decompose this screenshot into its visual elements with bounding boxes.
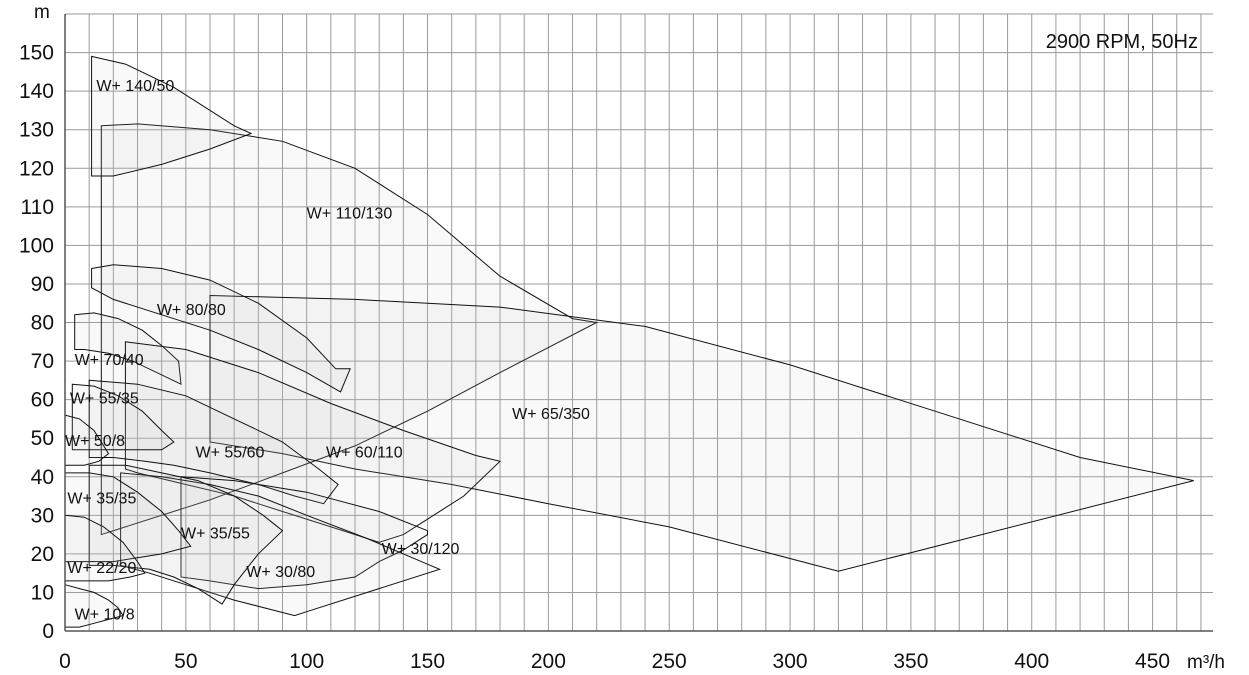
region-label-w-50-8: W+ 50/8 xyxy=(65,433,125,450)
y-tick-90: 90 xyxy=(31,273,54,296)
rpm-annotation: 2900 RPM, 50Hz xyxy=(1046,31,1198,53)
x-tick-450: 450 xyxy=(1135,650,1170,673)
region-label-w-55-35: W+ 55/35 xyxy=(70,390,139,407)
x-axis-unit: m³/h xyxy=(1187,652,1225,673)
region-w-110-130 xyxy=(100,123,599,536)
y-tick-120: 120 xyxy=(19,157,54,180)
region-w-60-110 xyxy=(124,341,502,543)
y-tick-80: 80 xyxy=(31,312,54,335)
region-w-80-80 xyxy=(91,264,351,393)
y-tick-50: 50 xyxy=(31,427,54,450)
region-label-w-60-110: W+ 60/110 xyxy=(326,444,403,461)
y-axis-unit: m xyxy=(34,2,50,23)
y-tick-10: 10 xyxy=(31,581,54,604)
y-tick-60: 60 xyxy=(31,389,54,412)
y-tick-110: 110 xyxy=(21,196,54,219)
region-label-w-35-55: W+ 35/55 xyxy=(181,525,250,542)
grid-lines xyxy=(64,13,1213,632)
region-w-10-8 xyxy=(64,584,124,628)
region-w-30-120 xyxy=(180,476,428,590)
y-tick-100: 100 xyxy=(19,234,54,257)
y-tick-30: 30 xyxy=(31,504,54,527)
region-label-w-30-80: W+ 30/80 xyxy=(246,564,315,581)
y-tick-labels: 0 10 20 30 40 50 60 70 80 90 100 110 120 130 140 150 xyxy=(19,42,54,643)
region-w-35-55 xyxy=(88,464,284,605)
region-label-w-140-50: W+ 140/50 xyxy=(96,78,174,95)
region-w-55-35 xyxy=(71,383,175,451)
y-tick-130: 130 xyxy=(19,119,54,142)
y-tick-0: 0 xyxy=(42,620,54,643)
x-tick-100: 100 xyxy=(289,650,324,673)
region-label-w-70-40: W+ 70/40 xyxy=(75,352,144,369)
region-label-w-65-350: W+ 65/350 xyxy=(512,406,590,423)
x-tick-300: 300 xyxy=(773,650,808,673)
region-w-30-80 xyxy=(120,472,442,617)
region-label-w-35-35: W+ 35/35 xyxy=(67,491,136,508)
region-w-35-35 xyxy=(64,472,192,563)
y-tick-140: 140 xyxy=(19,80,54,103)
x-tick-250: 250 xyxy=(652,650,687,673)
x-tick-labels: 0 50 100 150 200 250 300 350 400 450 xyxy=(59,650,1170,673)
y-tick-70: 70 xyxy=(31,350,54,373)
region-label-w-22-20: W+ 22/20 xyxy=(67,560,136,577)
region-label-w-80-80: W+ 80/80 xyxy=(157,302,226,319)
x-tick-0: 0 xyxy=(59,650,71,673)
x-tick-150: 150 xyxy=(410,650,445,673)
region-w-55-60 xyxy=(88,379,339,505)
region-w-65-350 xyxy=(209,294,1194,572)
axes xyxy=(64,14,1213,632)
y-tick-20: 20 xyxy=(31,543,54,566)
y-tick-150: 150 xyxy=(19,42,54,65)
region-label-w-110-130: W+ 110/130 xyxy=(307,205,393,222)
pump-regions xyxy=(64,55,1194,628)
region-w-140-50 xyxy=(91,55,253,177)
x-tick-350: 350 xyxy=(893,650,928,673)
region-w-70-40 xyxy=(74,312,182,386)
x-tick-50: 50 xyxy=(174,650,197,673)
region-w-22-20 xyxy=(64,514,146,582)
region-label-w-10-8: W+ 10/8 xyxy=(75,606,135,623)
region-labels: W+ 110/130 W+ 65/350 W+ 140/50 W+ 80/80 W+ 7… xyxy=(65,78,590,623)
region-label-w-30-120: W+ 30/120 xyxy=(382,541,460,558)
x-tick-200: 200 xyxy=(531,650,566,673)
y-tick-40: 40 xyxy=(31,466,54,489)
region-w-50-8 xyxy=(64,414,110,466)
region-label-w-55-60: W+ 55/60 xyxy=(196,444,265,461)
x-tick-400: 400 xyxy=(1014,650,1049,673)
